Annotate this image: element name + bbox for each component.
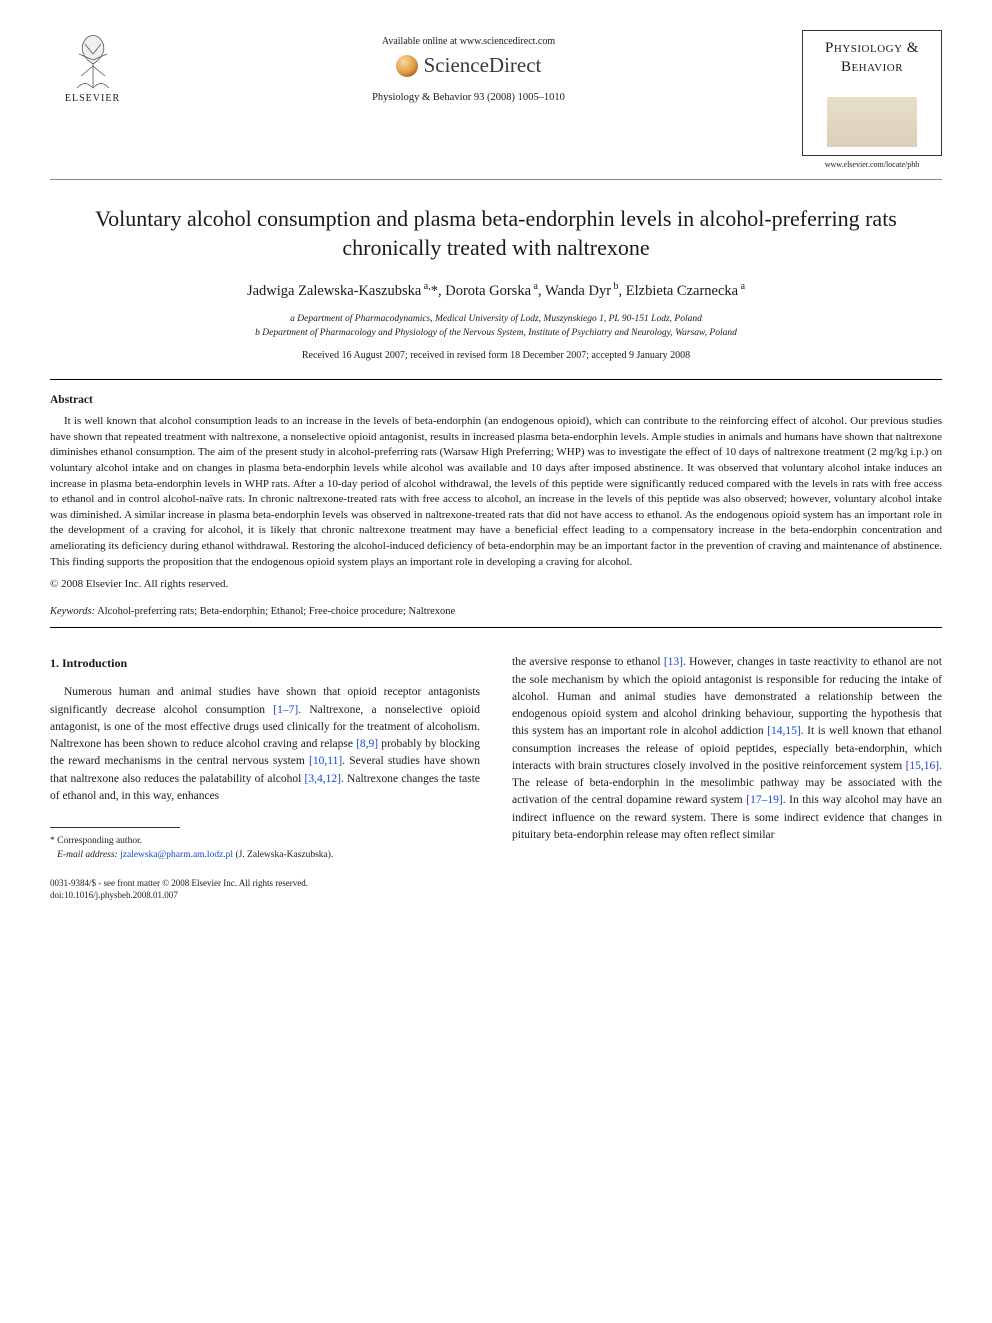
journal-cover-box: Physiology & Behavior (802, 30, 942, 156)
ref-link-5[interactable]: [13] (664, 656, 683, 668)
author-4-affil: a (738, 281, 745, 292)
article-title: Voluntary alcohol consumption and plasma… (80, 204, 912, 263)
ref-link-3[interactable]: [10,11] (309, 755, 342, 767)
keywords-list: Alcohol-preferring rats; Beta-endorphin;… (97, 606, 455, 617)
column-right: the aversive response to ethanol [13]. H… (512, 654, 942, 901)
email-link[interactable]: jzalewska@pharm.am.lodz.pl (120, 850, 233, 860)
journal-url: www.elsevier.com/locate/phb (802, 160, 942, 169)
journal-cover-thumbnail-icon (827, 97, 917, 147)
available-online-text: Available online at www.sciencedirect.co… (135, 36, 802, 47)
sciencedirect-logo: ScienceDirect (396, 53, 542, 78)
intro-paragraph-right: the aversive response to ethanol [13]. H… (512, 654, 942, 844)
elsevier-tree-icon (63, 30, 123, 90)
ref-link-1[interactable]: [1–7] (273, 704, 298, 716)
journal-reference: Physiology & Behavior 93 (2008) 1005–101… (135, 92, 802, 103)
ref-link-7[interactable]: [15,16] (906, 760, 940, 772)
affiliation-b: b Department of Pharmacology and Physiol… (50, 326, 942, 340)
column-left: 1. Introduction Numerous human and anima… (50, 654, 480, 901)
author-2: Dorota Gorska (445, 283, 531, 299)
journal-box-wrapper: Physiology & Behavior www.elsevier.com/l… (802, 30, 942, 169)
author-3: Wanda Dyr (545, 283, 611, 299)
publisher-logo-block: ELSEVIER (50, 30, 135, 104)
ref-link-8[interactable]: [17–19] (746, 794, 782, 806)
page-header: ELSEVIER Available online at www.science… (50, 30, 942, 169)
author-3-affil: b (611, 281, 619, 292)
keywords-label: Keywords: (50, 606, 95, 617)
footer-meta-2: doi:10.1016/j.physbeh.2008.01.007 (50, 889, 480, 902)
email-label: E-mail address: (57, 850, 118, 860)
footnote-rule (50, 827, 180, 828)
affiliations: a Department of Pharmacodynamics, Medica… (50, 312, 942, 341)
keywords-line: Keywords: Alcohol-preferring rats; Beta-… (50, 606, 942, 617)
abstract-body: It is well known that alcohol consumptio… (50, 414, 942, 570)
intro-text-6: the aversive response to ethanol (512, 656, 664, 668)
author-4: Elzbieta Czarnecka (626, 283, 738, 299)
corr-label: * Corresponding author. (50, 834, 480, 848)
corr-star: * (431, 283, 438, 299)
journal-name: Physiology & Behavior (811, 39, 933, 77)
abstract-copyright: © 2008 Elsevier Inc. All rights reserved… (50, 578, 942, 590)
author-1: Jadwiga Zalewska-Kaszubska (247, 283, 421, 299)
ref-link-6[interactable]: [14,15] (767, 725, 801, 737)
footer-meta-1: 0031-9384/$ - see front matter © 2008 El… (50, 877, 480, 890)
corr-email-line: E-mail address: jzalewska@pharm.am.lodz.… (50, 848, 480, 862)
affiliation-a: a Department of Pharmacodynamics, Medica… (50, 312, 942, 326)
abstract-top-rule (50, 379, 942, 380)
author-1-affil: a, (421, 281, 430, 292)
abstract-heading: Abstract (50, 394, 942, 406)
header-rule (50, 179, 942, 180)
ref-link-4[interactable]: [3,4,12] (305, 773, 341, 785)
abstract-bottom-rule (50, 627, 942, 628)
introduction-heading: 1. Introduction (50, 654, 480, 672)
authors-line: Jadwiga Zalewska-Kaszubska a,*, Dorota G… (50, 281, 942, 300)
email-person: (J. Zalewska-Kaszubska). (235, 850, 333, 860)
ref-link-2[interactable]: [8,9] (356, 738, 378, 750)
sciencedirect-text: ScienceDirect (424, 53, 542, 78)
header-center: Available online at www.sciencedirect.co… (135, 30, 802, 103)
intro-paragraph-left: Numerous human and animal studies have s… (50, 684, 480, 805)
abstract-text: It is well known that alcohol consumptio… (50, 414, 942, 570)
corresponding-author-block: * Corresponding author. E-mail address: … (50, 834, 480, 863)
footer-meta: 0031-9384/$ - see front matter © 2008 El… (50, 877, 480, 902)
author-2-affil: a (531, 281, 538, 292)
article-dates: Received 16 August 2007; received in rev… (50, 350, 942, 361)
body-columns: 1. Introduction Numerous human and anima… (50, 654, 942, 901)
publisher-label: ELSEVIER (65, 93, 120, 104)
sciencedirect-ball-icon (396, 55, 418, 77)
